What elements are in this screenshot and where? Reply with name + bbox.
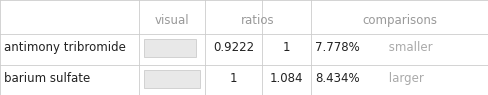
Text: 1: 1 xyxy=(229,72,237,85)
Text: smaller: smaller xyxy=(385,42,432,54)
Text: 0.9222: 0.9222 xyxy=(212,42,254,54)
Text: visual: visual xyxy=(155,14,189,27)
Bar xyxy=(144,70,200,88)
Text: 1: 1 xyxy=(282,42,289,54)
Text: 1.084: 1.084 xyxy=(269,72,302,85)
Text: larger: larger xyxy=(385,72,423,85)
Text: ratios: ratios xyxy=(241,14,274,27)
Bar xyxy=(144,39,196,57)
Text: 8.434%: 8.434% xyxy=(315,72,359,85)
Text: antimony tribromide: antimony tribromide xyxy=(4,42,125,54)
Text: barium sulfate: barium sulfate xyxy=(4,72,90,85)
Text: comparisons: comparisons xyxy=(362,14,436,27)
Text: 7.778%: 7.778% xyxy=(315,42,360,54)
